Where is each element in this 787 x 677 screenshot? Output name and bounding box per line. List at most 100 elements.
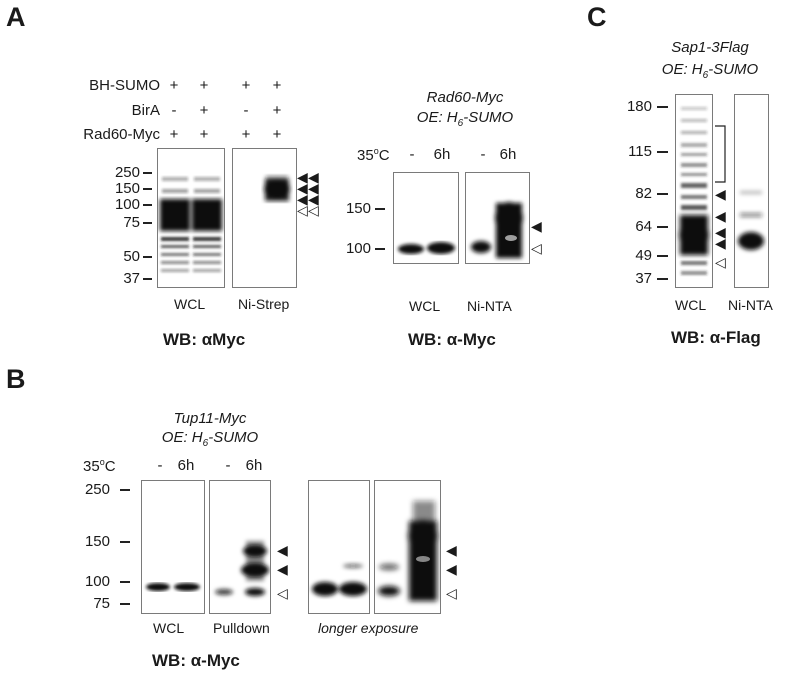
- cond-a-r1-c3: +: [272, 102, 282, 119]
- cond-a-r1-c2: -: [243, 102, 249, 119]
- marker-c-37: 37: [635, 270, 652, 287]
- panel-c-letter: C: [587, 2, 607, 32]
- wb-label-a-right: WB: α-Myc: [408, 330, 496, 349]
- row-label-bira: BirA: [131, 102, 160, 119]
- wb-label-b: WB: α-Myc: [152, 651, 240, 670]
- cond-a-r0-c2: +: [241, 77, 251, 94]
- arrow-filled-icon: ◀: [297, 191, 308, 207]
- arrow-open-icon: ◁: [308, 202, 319, 218]
- row-label-bh-sumo: BH-SUMO: [89, 77, 160, 94]
- marker-b-100: 100: [84, 573, 110, 590]
- marker-tick: [143, 278, 152, 280]
- blot-a-right-wcl: [393, 172, 459, 264]
- marker-b-250: 250: [84, 481, 110, 498]
- blot-b-long-pulldown: [374, 480, 441, 614]
- cond-a-r0-c1: +: [199, 77, 209, 94]
- lane-label-a-wcl: WCL: [174, 296, 206, 312]
- lane-label-b-wcl: WCL: [153, 620, 185, 636]
- cond-b-1: 6h: [177, 457, 195, 474]
- marker-tick: [143, 204, 152, 206]
- arrow-filled-icon: ◀: [277, 561, 288, 577]
- cond-a-r2-c1: +: [199, 126, 209, 143]
- arrow-filled-icon: ◀: [715, 208, 726, 224]
- marker-c-49: 49: [635, 247, 652, 264]
- lane-label-a-ni-strep: Ni-Strep: [238, 296, 290, 312]
- marker-a-100: 100: [114, 196, 140, 213]
- blot-c-ni-nta: [734, 94, 769, 288]
- wb-label-a-left: WB: αMyc: [163, 330, 246, 349]
- marker-tick: [143, 256, 152, 258]
- marker-tick: [657, 278, 668, 280]
- marker-c-64: 64: [635, 218, 652, 235]
- arrow-filled-icon: ◀: [297, 180, 308, 196]
- lane-label-c-wcl: WCL: [675, 297, 707, 313]
- arrow-filled-icon: ◀: [308, 180, 319, 196]
- marker-tick: [120, 489, 130, 491]
- cond-b-0: -: [157, 457, 163, 474]
- arrow-open-icon: ◁: [446, 585, 457, 601]
- marker-tick: [657, 226, 668, 228]
- marker-c-82: 82: [635, 185, 652, 202]
- marker-tick: [120, 581, 130, 583]
- arrow-filled-icon: ◀: [297, 169, 308, 185]
- blot-a-ni-strep: [232, 148, 297, 288]
- arrow-filled-icon: ◀: [715, 224, 726, 240]
- marker-b-150: 150: [84, 533, 110, 550]
- cond-a-right-3: 6h: [499, 146, 517, 163]
- blot-b-long-wcl: [308, 480, 370, 614]
- marker-a-37: 37: [123, 270, 140, 287]
- title-c-line2: OE: H6-SUMO: [661, 61, 759, 81]
- exposure-label: longer exposure: [318, 620, 419, 636]
- title-a-right-line1: Rad60-Myc: [426, 89, 504, 106]
- cond-a-r0-c0: +: [169, 77, 179, 94]
- marker-a-250: 250: [114, 164, 140, 181]
- cond-a-r2-c3: +: [272, 126, 282, 143]
- panel-a-letter: A: [6, 2, 26, 32]
- marker-tick: [375, 248, 385, 250]
- cond-a-r1-c0: -: [171, 102, 177, 119]
- cond-a-r2-c2: +: [241, 126, 251, 143]
- blot-c-wcl: [675, 94, 713, 288]
- blot-a-wcl: [157, 148, 225, 288]
- arrow-filled-icon: ◀: [277, 542, 288, 558]
- lane-label-b-pulldown: Pulldown: [213, 620, 270, 636]
- marker-tick: [657, 106, 668, 108]
- arrow-open-icon: ◁: [715, 254, 726, 270]
- marker-tick: [143, 188, 152, 190]
- arrow-filled-icon: ◀: [446, 542, 457, 558]
- marker-tick: [120, 603, 130, 605]
- arrow-open-icon: ◁: [531, 240, 542, 256]
- marker-tick: [657, 255, 668, 257]
- marker-tick: [143, 222, 152, 224]
- arrow-filled-icon: ◀: [308, 191, 319, 207]
- marker-c-180: 180: [626, 98, 652, 115]
- arrow-filled-icon: ◀: [531, 218, 542, 234]
- marker-tick: [657, 151, 668, 153]
- marker-b-75: 75: [93, 595, 110, 612]
- bracket-icon: [715, 125, 726, 183]
- marker-a-150: 150: [114, 180, 140, 197]
- marker-tick: [120, 541, 130, 543]
- cond-a-right-1: 6h: [433, 146, 451, 163]
- title-a-right-line2: OE: H6-SUMO: [416, 109, 514, 129]
- row-label-rad60-myc: Rad60-Myc: [83, 126, 160, 143]
- cond-a-right-2: -: [480, 146, 486, 163]
- lane-label-c-ni-nta: Ni-NTA: [728, 297, 773, 313]
- marker-tick: [375, 208, 385, 210]
- cond-a-r2-c0: +: [169, 126, 179, 143]
- title-b-line2: OE: H6-SUMO: [161, 429, 259, 449]
- marker-a-50: 50: [123, 248, 140, 265]
- marker-a-right-150: 150: [345, 200, 371, 217]
- cond-a-r1-c1: +: [199, 102, 209, 119]
- arrow-filled-icon: ◀: [308, 169, 319, 185]
- title-c-line1: Sap1-3Flag: [671, 39, 749, 56]
- cond-a-right-0: -: [409, 146, 415, 163]
- lane-label-a-right-wcl: WCL: [409, 298, 441, 314]
- temp-label-b: 35oC: [83, 457, 116, 475]
- arrow-filled-icon: ◀: [446, 561, 457, 577]
- marker-a-right-100: 100: [345, 240, 371, 257]
- arrow-filled-icon: ◀: [715, 186, 726, 202]
- panel-b-letter: B: [6, 364, 26, 394]
- blot-b-wcl: [141, 480, 205, 614]
